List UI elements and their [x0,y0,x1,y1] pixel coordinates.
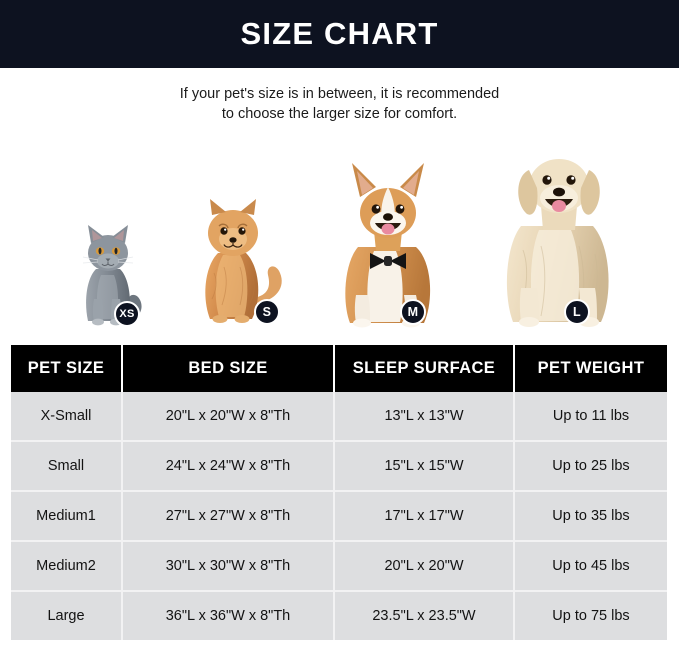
size-chart-table: PET SIZE BED SIZE SLEEP SURFACE PET WEIG… [11,345,667,640]
cell-bed-size: 27"L x 27"W x 8"Th [122,491,335,542]
pet-figure-corgi-m: M [330,155,450,335]
cell-pet-weight: Up to 75 lbs [514,591,667,640]
subtitle-note: If your pet's size is in between, it is … [0,84,679,124]
cell-sleep-surface: 15"L x 15"W [334,441,515,492]
size-badge-xs: XS [114,301,140,327]
cell-pet-size: Small [11,441,123,492]
golden-retriever-illustration [506,159,609,327]
cell-sleep-surface: 13"L x 13"W [334,392,515,442]
cell-pet-size: Medium1 [11,491,123,542]
cell-bed-size: 20"L x 20"W x 8"Th [122,392,335,442]
column-header-pet-weight: PET WEIGHT [514,345,667,392]
cell-pet-weight: Up to 35 lbs [514,491,667,542]
page-title: SIZE CHART [240,16,439,51]
pomeranian-illustration [205,199,282,323]
subtitle-line-1: If your pet's size is in between, it is … [179,86,500,102]
cell-sleep-surface: 23.5"L x 23.5"W [334,591,515,640]
cell-pet-size: Large [11,591,123,640]
table-row: X-Small 20"L x 20"W x 8"Th 13"L x 13"W U… [11,392,667,442]
cell-pet-weight: Up to 11 lbs [514,392,667,442]
cell-bed-size: 24"L x 24"W x 8"Th [122,441,335,492]
subtitle-line-2: to choose the larger size for comfort. [221,106,458,122]
column-header-sleep-surface: SLEEP SURFACE [334,345,515,392]
pet-figure-pomeranian-s: S [190,195,290,335]
cell-pet-weight: Up to 45 lbs [514,541,667,592]
size-badge-m: M [400,299,426,325]
size-badge-l: L [564,299,590,325]
column-header-bed-size: BED SIZE [122,345,335,392]
cell-bed-size: 36"L x 36"W x 8"Th [122,591,335,640]
corgi-illustration [345,163,431,328]
cell-sleep-surface: 17"L x 17"W [334,491,515,542]
cell-pet-size: X-Small [11,392,123,442]
pet-figure-cat-xs: XS [70,217,150,335]
table-row: Large 36"L x 36"W x 8"Th 23.5"L x 23.5"W… [11,591,667,640]
cell-pet-weight: Up to 25 lbs [514,441,667,492]
pet-figure-golden-retriever-l: L [495,130,625,335]
table-row: Small 24"L x 24"W x 8"Th 15"L x 15"W Up … [11,441,667,492]
page-header-bar: SIZE CHART [0,0,679,68]
table-header-row: PET SIZE BED SIZE SLEEP SURFACE PET WEIG… [11,345,667,392]
cell-bed-size: 30"L x 30"W x 8"Th [122,541,335,592]
table-row: Medium2 30"L x 30"W x 8"Th 20"L x 20"W U… [11,541,667,592]
table-row: Medium1 27"L x 27"W x 8"Th 17"L x 17"W U… [11,491,667,542]
size-badge-s: S [254,299,280,325]
pet-illustration-strip: XS [0,110,679,335]
cell-sleep-surface: 20"L x 20"W [334,541,515,592]
cell-pet-size: Medium2 [11,541,123,592]
column-header-pet-size: PET SIZE [11,345,123,392]
